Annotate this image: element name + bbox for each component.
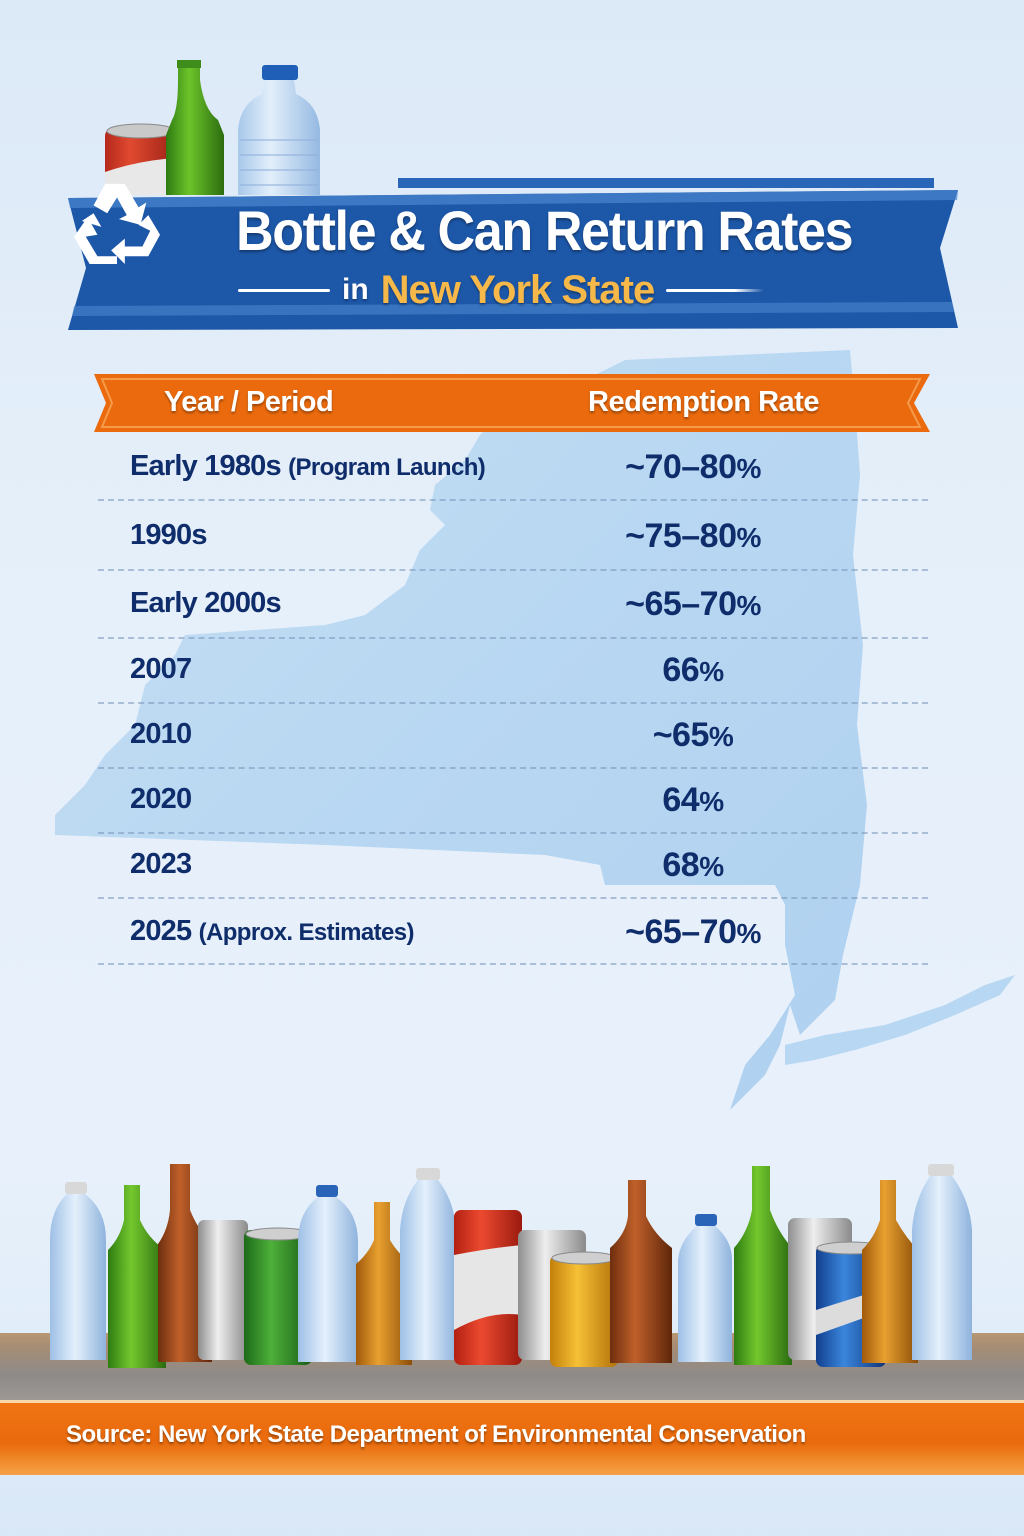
period-label: Early 2000s	[130, 587, 282, 619]
rate-value: ~65	[652, 716, 710, 754]
rate-percent: %	[736, 590, 762, 621]
banner-ribbon-shape	[68, 178, 958, 330]
rate-percent: %	[736, 918, 762, 949]
table-row: 1990s ~75–80%	[98, 501, 928, 571]
table-row: 2010 ~65%	[98, 704, 928, 769]
subtitle-rule-right	[666, 288, 765, 292]
new-york-map-illustration	[55, 350, 1015, 1110]
table-row: 2007 66%	[98, 639, 928, 704]
period-label: 2023	[130, 848, 192, 880]
table-row: Early 1980s (Program Launch) ~70–80%	[98, 436, 928, 501]
rate-value: ~65–70	[625, 913, 737, 951]
table-row: 2025 (Approx. Estimates) ~65–70%	[98, 899, 928, 965]
table-header: Year / Period Redemption Rate	[94, 372, 930, 434]
period-label: 2010	[130, 718, 192, 750]
bottles-and-can-illustration	[105, 60, 320, 195]
table-row: 2023 68%	[98, 834, 928, 899]
rate-percent: %	[699, 786, 724, 817]
bottles-and-cans-row-illustration	[50, 1164, 972, 1368]
table-header-ribbon	[94, 374, 930, 432]
rate-percent: %	[708, 721, 734, 752]
source-citation: Source: New York State Department of Env…	[66, 1421, 806, 1448]
subtitle-state: New York State	[380, 267, 656, 312]
table-row: Early 2000s ~65–70%	[98, 571, 928, 639]
source-footer: Source: New York State Department of Env…	[0, 1400, 1024, 1475]
redemption-table: Early 1980s (Program Launch) ~70–80% 199…	[98, 436, 928, 965]
subtitle-rule-left	[238, 288, 330, 292]
rate-percent: %	[699, 656, 724, 687]
rate-percent: %	[699, 851, 724, 882]
title-banner: Bottle & Can Return Rates in New York St…	[68, 178, 958, 334]
recycle-icon	[73, 183, 161, 265]
page-title: Bottle & Can Return Rates	[236, 199, 854, 262]
period-note: (Program Launch)	[288, 454, 486, 481]
period-label: 2020	[130, 783, 192, 815]
period-label: 2007	[130, 653, 192, 685]
rate-percent: %	[736, 522, 762, 553]
rate-value: 66	[662, 651, 700, 689]
rate-value: ~65–70	[625, 585, 737, 623]
period-label: 1990s	[130, 519, 207, 551]
rate-percent: %	[736, 453, 762, 484]
column-header-period: Year / Period	[164, 386, 334, 418]
rate-value: ~70–80	[625, 448, 737, 486]
table-row: 2020 64%	[98, 769, 928, 834]
period-label: Early 1980s	[130, 450, 282, 482]
rate-value: 64	[662, 781, 700, 819]
subtitle-in: in	[342, 273, 369, 306]
rate-value: 68	[662, 846, 700, 884]
rate-value: ~75–80	[625, 517, 737, 555]
period-note: (Approx. Estimates)	[198, 919, 415, 946]
period-label: 2025	[130, 915, 192, 947]
column-header-rate: Redemption Rate	[588, 386, 819, 418]
page-subtitle: in New York State	[238, 268, 838, 312]
